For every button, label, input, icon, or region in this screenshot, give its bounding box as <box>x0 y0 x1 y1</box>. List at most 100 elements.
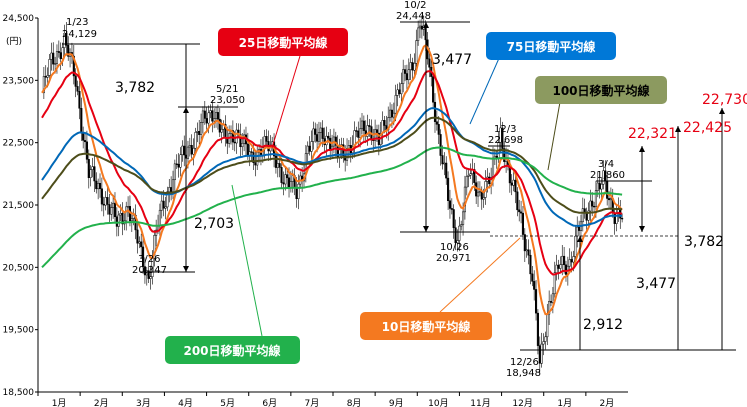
candle-body <box>606 180 609 199</box>
candle-body <box>591 200 594 207</box>
candle-body <box>553 272 556 295</box>
candle-body <box>546 313 549 338</box>
candle-body <box>394 95 397 114</box>
ma-line-10 <box>41 44 623 316</box>
candle-body <box>211 110 214 122</box>
candle-body <box>207 112 210 124</box>
candle-body <box>214 112 218 119</box>
candle-body <box>147 270 150 279</box>
diff-label-1: 3,782 <box>115 80 155 96</box>
candle-body <box>456 240 459 244</box>
candle-body <box>190 145 193 155</box>
candle-body <box>220 128 223 133</box>
x-tick-label: 9月 <box>389 398 404 407</box>
candle-body <box>196 131 199 133</box>
candle-body <box>392 112 395 118</box>
candle-body <box>72 55 75 77</box>
candle-body <box>142 246 145 267</box>
annotation-lines <box>62 21 736 351</box>
candle-body <box>570 259 573 263</box>
candle-body <box>593 205 596 208</box>
candle-body <box>536 312 539 346</box>
candle-body <box>233 141 236 144</box>
y-tick-label: 24,500 <box>3 14 35 24</box>
candle-body <box>609 198 612 201</box>
svg-text:200日移動平均線: 200日移動平均線 <box>183 343 280 358</box>
candle-body <box>447 177 450 202</box>
candle-body <box>314 128 317 135</box>
candle-body <box>488 176 491 185</box>
candle-body <box>138 241 141 244</box>
candle-body <box>57 51 60 53</box>
y-unit-label: (円) <box>6 36 22 47</box>
candle-body <box>538 345 541 364</box>
candle-body <box>564 264 568 275</box>
candle-body <box>418 25 422 29</box>
x-tick-label: 7月 <box>305 398 320 407</box>
candle-body <box>46 75 49 78</box>
candle-body <box>310 141 313 152</box>
candle-body <box>203 110 206 119</box>
candle-body <box>59 52 62 60</box>
candle-body <box>186 146 190 159</box>
peak-5-value: 21,860 <box>590 170 625 181</box>
candle-body <box>276 163 279 168</box>
candle-body <box>113 202 117 218</box>
candle-body <box>82 132 85 141</box>
x-tick-label: 8月 <box>347 398 362 407</box>
candle-body <box>463 186 466 213</box>
candle-body <box>574 235 577 257</box>
candle-body <box>121 213 124 225</box>
candle-body <box>501 127 504 149</box>
trough-2-value: 20,971 <box>436 253 471 264</box>
candle-body <box>402 69 405 84</box>
candle-body <box>87 159 90 178</box>
candle-body <box>368 125 371 127</box>
candle-body <box>458 225 461 241</box>
peak-4-value: 22,698 <box>488 135 523 146</box>
candle-body <box>312 128 315 142</box>
rise-label-1: 3,477 <box>636 276 676 292</box>
candle-body <box>177 163 180 168</box>
svg-text:75日移動平均線: 75日移動平均線 <box>507 39 596 54</box>
candle-body <box>54 63 57 65</box>
candle-body <box>100 188 103 205</box>
candle-body <box>491 157 495 178</box>
candle-body <box>529 254 532 275</box>
legend-25ma: 25日移動平均線 <box>218 28 348 149</box>
y-tick-label: 21,500 <box>3 201 35 211</box>
x-tick-label: 3月 <box>136 398 151 407</box>
diff-label-2: 2,703 <box>194 216 234 232</box>
ma-line-100 <box>41 116 623 214</box>
candle-body <box>183 145 186 156</box>
candle-body <box>316 134 319 142</box>
candle-body <box>110 207 113 215</box>
candle-body <box>542 341 545 345</box>
y-tick-label: 20,500 <box>3 263 35 273</box>
candle-body <box>578 226 581 231</box>
candle-body <box>158 209 161 226</box>
candle-body <box>467 174 470 177</box>
candle-body <box>265 136 268 142</box>
candle-body <box>179 154 182 168</box>
candle-body <box>435 121 438 125</box>
candle-body <box>334 136 337 146</box>
candle-body <box>613 212 616 224</box>
diff-label-4: 2,912 <box>583 317 623 333</box>
y-tick-label: 23,500 <box>3 76 35 86</box>
candle-body <box>452 209 455 228</box>
candle-body <box>173 163 176 181</box>
candle-body <box>284 174 287 185</box>
candle-body <box>600 183 603 190</box>
candle-body <box>287 177 291 188</box>
candle-body <box>366 125 369 137</box>
candle-body <box>555 264 558 273</box>
candle-body <box>568 259 571 267</box>
candle-body <box>527 249 530 256</box>
candle-body <box>104 197 107 206</box>
ma-line-25 <box>41 70 623 276</box>
candle-body <box>437 124 440 135</box>
candle-body <box>278 163 281 168</box>
candle-body <box>403 69 407 74</box>
